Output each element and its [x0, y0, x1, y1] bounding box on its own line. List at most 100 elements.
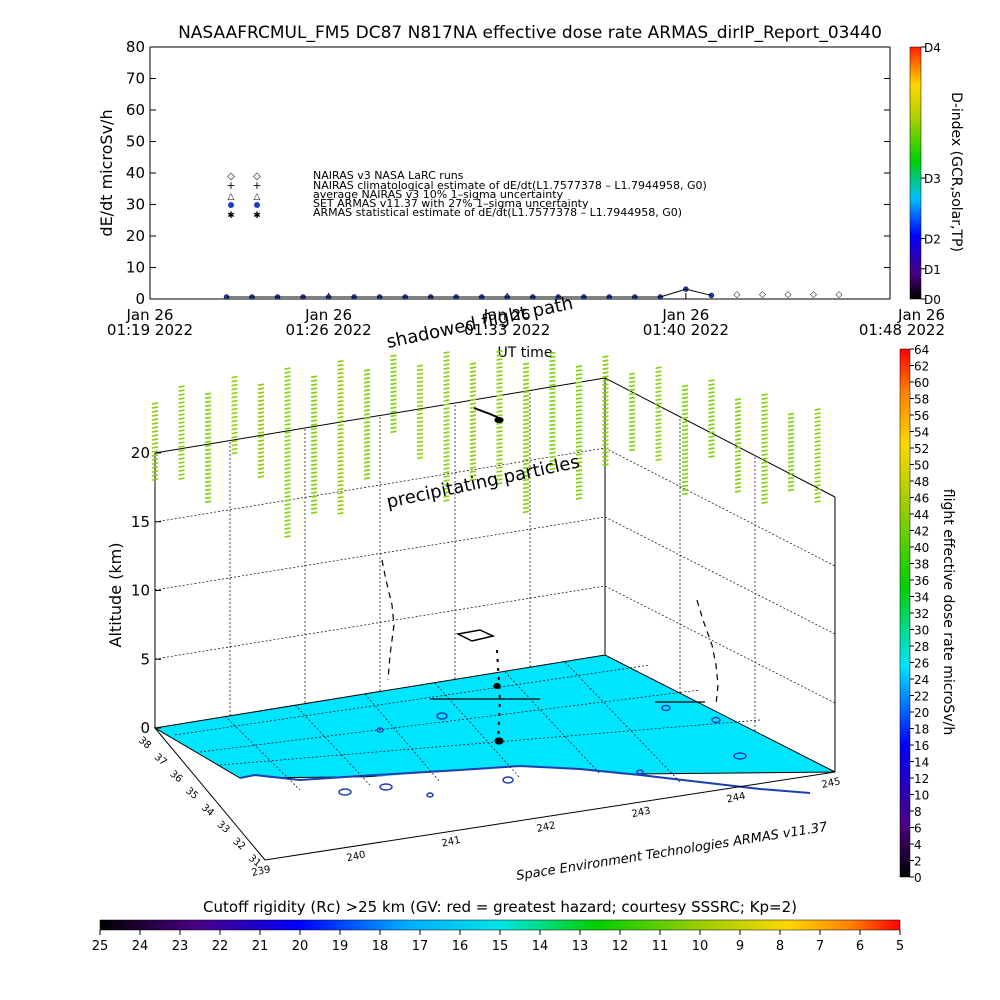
flight-dose-colorbar-ticks: 0246810121416182022242628303234363840424…	[910, 343, 929, 885]
longitude-tick-label: 243	[631, 806, 652, 821]
dose-mark	[284, 463, 291, 466]
dose-mark	[602, 391, 609, 394]
dose-mark	[469, 470, 477, 473]
top-y-axis-ticks: 0 10 20 30 40 50 60 70 80	[126, 38, 890, 308]
dose-mark	[655, 414, 662, 418]
dose-mark	[734, 406, 742, 409]
front-axes	[154, 727, 836, 861]
dose-mark	[522, 458, 530, 462]
top-y-tick-label: 50	[126, 133, 145, 151]
dose-mark	[575, 365, 583, 368]
dose-mark	[522, 478, 530, 482]
dose-mark	[204, 472, 212, 476]
cutoff-rigidity-tick-label: 6	[856, 939, 864, 954]
dose-mark	[655, 394, 662, 398]
dose-column	[814, 408, 821, 503]
dose-mark	[337, 419, 344, 423]
flight-dose-colorbar-label: flight effective dose rate microSv/h	[940, 489, 956, 735]
dose-mark	[522, 462, 530, 466]
longitude-tick-label: 240	[346, 850, 367, 865]
dose-mark	[496, 370, 503, 373]
dose-mark	[734, 410, 742, 413]
dose-mark	[708, 423, 715, 426]
dose-mark	[310, 395, 318, 398]
dose-mark	[284, 451, 291, 454]
dose-mark	[310, 511, 318, 514]
flight-path	[381, 407, 719, 745]
dose-mark	[522, 446, 530, 450]
dose-mark	[231, 403, 238, 407]
dose-mark	[628, 440, 636, 444]
dose-mark	[310, 471, 318, 474]
longitude-tick-label: 241	[441, 835, 462, 850]
cutoff-rigidity-tick-label: 20	[292, 939, 309, 954]
dose-mark	[708, 431, 715, 434]
dose-column	[655, 366, 662, 462]
dose-mark	[469, 434, 477, 437]
dose-mark	[151, 422, 159, 425]
dose-mark	[602, 387, 609, 390]
dose-mark	[257, 443, 265, 446]
dose-mark	[310, 463, 318, 466]
dose-mark	[204, 420, 212, 424]
back-wall-grid	[154, 390, 836, 731]
dose-mark	[257, 383, 265, 386]
legend-symbol-nairas-avg: △	[228, 192, 235, 202]
dose-mark	[549, 411, 556, 415]
dose-mark	[284, 467, 291, 470]
dose-mark	[787, 452, 795, 456]
d-index-colorbar-ticks: D0 D1 D2 D3 D4	[921, 41, 941, 307]
top-y-tick-label: 10	[126, 259, 145, 277]
dose-mark	[602, 439, 609, 442]
dose-mark	[337, 507, 344, 511]
flight-dose-tick-label: 38	[914, 558, 929, 572]
flight-path-mid-point	[493, 682, 501, 690]
flight-path-descent-right	[696, 599, 719, 706]
dose-mark	[761, 461, 768, 464]
dose-mark	[814, 476, 821, 479]
legend-text-armas: SET ARMAS v11.37 with 27% 1–sigma uncert…	[313, 197, 589, 210]
dose-mark	[390, 406, 397, 410]
dose-mark	[337, 511, 344, 515]
dose-mark	[549, 395, 556, 399]
dose-mark	[284, 523, 291, 526]
d-index-tick-label: D2	[924, 233, 941, 247]
dose-mark	[390, 386, 397, 390]
dose-mark	[416, 428, 424, 432]
dose-column	[416, 364, 424, 460]
flight-dose-tick-label: 48	[914, 475, 929, 489]
dose-mark	[655, 374, 662, 378]
dose-mark	[310, 431, 318, 434]
dose-mark	[496, 410, 503, 413]
dose-mark	[496, 430, 503, 433]
dose-mark	[257, 459, 265, 462]
dose-mark	[337, 379, 344, 383]
dose-mark	[257, 387, 265, 390]
dose-mark	[469, 382, 477, 385]
dose-mark	[708, 451, 715, 454]
dose-mark	[416, 436, 424, 440]
ground-plane-cutoff-rigidity	[153, 654, 836, 779]
coastline	[239, 764, 811, 794]
dose-mark	[655, 378, 662, 382]
dose-mark	[734, 414, 742, 417]
dose-mark	[443, 411, 450, 414]
dose-mark	[549, 467, 556, 471]
dose-mark	[337, 483, 344, 487]
dose-mark	[443, 399, 450, 402]
cutoff-rigidity-tick-label: 14	[532, 939, 549, 954]
dose-mark	[416, 448, 424, 452]
dose-mark	[363, 409, 371, 412]
dose-mark	[363, 413, 371, 416]
dose-mark	[310, 499, 318, 502]
dose-mark	[734, 478, 742, 481]
dose-column	[204, 392, 212, 504]
dose-column	[178, 385, 185, 480]
dose-mark	[310, 503, 318, 506]
dose-mark	[496, 382, 503, 385]
dose-mark	[496, 462, 503, 465]
dose-mark	[390, 398, 397, 402]
dose-mark	[178, 445, 185, 448]
dose-mark	[257, 471, 265, 474]
